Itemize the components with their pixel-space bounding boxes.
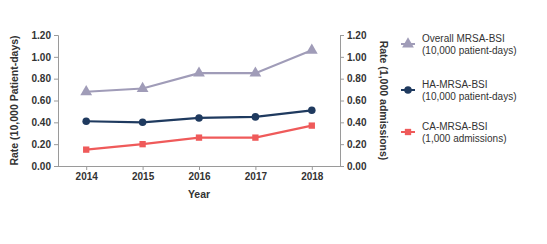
tick-mark — [143, 166, 144, 170]
x-axis-title: Year — [188, 188, 210, 200]
marker — [306, 43, 318, 53]
tick: 2015 — [132, 166, 155, 182]
marker — [308, 107, 316, 115]
tick-label: 1.00 — [347, 52, 367, 63]
marker — [309, 122, 315, 128]
tick-mark — [340, 122, 344, 123]
tick-label: 0.20 — [32, 139, 52, 150]
tick-mark — [340, 166, 344, 167]
tick: 0.60 — [340, 95, 367, 106]
y2-axis: 0.00 0.20 0.40 0.60 0.80 1.00 1.20 — [340, 30, 367, 172]
tick-label: 0.20 — [347, 139, 367, 150]
tick-label: 0.60 — [347, 95, 367, 106]
tick-mark — [340, 57, 344, 58]
tick: 0.00 — [32, 161, 58, 172]
series-line — [86, 110, 312, 122]
x-axis: 2014 2015 2016 2017 2018 — [58, 166, 340, 182]
tick-mark — [340, 35, 344, 36]
tick: 1.20 — [340, 30, 367, 41]
tick: 0.00 — [340, 161, 367, 172]
tick-label: 2017 — [245, 171, 268, 182]
y-axis-title: Rate (10,000 Patient-days) — [8, 35, 20, 165]
tick-label: 2018 — [301, 171, 324, 182]
chart: 2014 2015 2016 2017 2018 0.00 0.20 0.40 0.60 0.80… — [0, 0, 547, 244]
tick: 0.40 — [32, 117, 58, 128]
legend-label: CA-MRSA-BSI(1,000 admissions) — [422, 121, 506, 144]
tick: 0.20 — [32, 139, 58, 150]
series-line — [86, 126, 312, 150]
tick: 0.80 — [32, 73, 58, 84]
legend-symbol — [405, 129, 411, 135]
y-axis: 0.00 0.20 0.40 0.60 0.80 1.00 1.20 — [32, 30, 59, 172]
legend-label: Overall MRSA-BSI(10,000 patient-days) — [422, 33, 517, 56]
legend-item: HA-MRSA-BSI(10,000 patient-days) — [401, 79, 517, 102]
axis-line — [54, 36, 59, 167]
tick-label: 2015 — [132, 171, 155, 182]
legend: Overall MRSA-BSI(10,000 patient-days) HA-… — [401, 33, 517, 144]
axis-line — [341, 36, 345, 167]
tick-mark — [54, 79, 58, 80]
tick-label: 2014 — [76, 171, 99, 182]
tick-mark — [340, 79, 344, 80]
marker — [137, 82, 149, 92]
tick-label: 0.40 — [32, 117, 52, 128]
marker — [250, 66, 262, 76]
tick-label: 0.40 — [347, 117, 367, 128]
tick: 0.80 — [340, 73, 367, 84]
tick-label: 1.00 — [32, 52, 52, 63]
tick: 1.20 — [32, 30, 58, 41]
tick: 1.00 — [32, 52, 58, 63]
tick-mark — [54, 57, 58, 58]
marker — [139, 141, 145, 147]
tick-mark — [54, 166, 58, 167]
tick: 2016 — [188, 166, 211, 182]
marker — [139, 119, 147, 127]
tick-label: 0.80 — [32, 73, 52, 84]
tick-label: 1.20 — [347, 30, 367, 41]
tick-mark — [54, 101, 58, 102]
tick-mark — [54, 35, 58, 36]
legend-item: Overall MRSA-BSI(10,000 patient-days) — [401, 33, 517, 56]
tick-mark — [312, 166, 313, 170]
tick-mark — [340, 144, 344, 145]
tick: 2014 — [76, 166, 99, 182]
series-line — [86, 50, 312, 91]
marker — [252, 134, 258, 140]
tick-mark — [54, 122, 58, 123]
tick-mark — [54, 144, 58, 145]
tick-mark — [255, 166, 256, 170]
marker — [83, 146, 89, 152]
tick-mark — [340, 101, 344, 102]
tick: 1.00 — [340, 52, 367, 63]
tick: 2018 — [301, 166, 324, 182]
tick-mark — [86, 166, 87, 170]
marker — [80, 85, 92, 95]
legend-symbol — [402, 37, 414, 47]
marker — [196, 134, 202, 140]
y2-axis-title: Rate (1,000 admissions) — [378, 41, 390, 161]
tick-mark — [199, 166, 200, 170]
legend-symbol — [404, 86, 412, 94]
tick: 2017 — [245, 166, 268, 182]
marker — [195, 114, 203, 122]
tick-label: 0.00 — [32, 161, 52, 172]
tick-label: 2016 — [188, 171, 211, 182]
marker — [193, 66, 205, 76]
marker — [252, 113, 260, 121]
tick: 0.60 — [32, 95, 58, 106]
tick-label: 1.20 — [32, 30, 52, 41]
legend-label: HA-MRSA-BSI(10,000 patient-days) — [422, 79, 517, 102]
tick: 0.40 — [340, 117, 367, 128]
tick-label: 0.60 — [32, 95, 52, 106]
tick-label: 0.80 — [347, 73, 367, 84]
tick: 0.20 — [340, 139, 367, 150]
plot-area — [80, 43, 317, 152]
marker — [82, 117, 90, 125]
tick-label: 0.00 — [347, 161, 367, 172]
legend-item: CA-MRSA-BSI(1,000 admissions) — [401, 121, 506, 144]
